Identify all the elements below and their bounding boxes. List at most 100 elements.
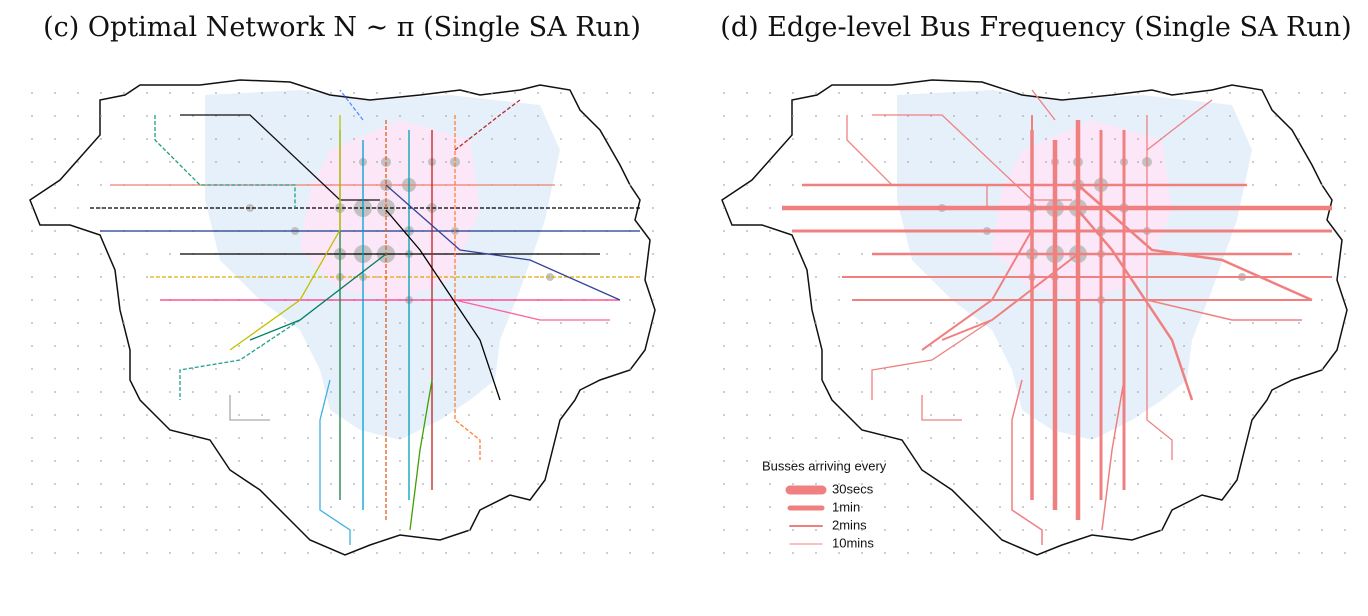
- grid-dot: [1137, 138, 1139, 140]
- grid-dot: [1160, 414, 1162, 416]
- grid-dot: [54, 115, 56, 117]
- grid-dot: [192, 437, 194, 439]
- grid-dot: [583, 184, 585, 186]
- grid-dot: [629, 460, 631, 462]
- grid-dot: [169, 322, 171, 324]
- grid-dot: [1022, 506, 1024, 508]
- grid-dot: [1344, 138, 1346, 140]
- grid-dot: [514, 460, 516, 462]
- grid-dot: [1091, 483, 1093, 485]
- grid-dot: [1344, 529, 1346, 531]
- grid-dot: [999, 506, 1001, 508]
- grid-dot: [838, 506, 840, 508]
- grid-dot: [376, 529, 378, 531]
- grid-dot: [1137, 368, 1139, 370]
- grid-dot: [284, 92, 286, 94]
- grid-dot: [583, 552, 585, 554]
- grid-dot: [1091, 460, 1093, 462]
- grid-dot: [861, 529, 863, 531]
- grid-dot: [930, 368, 932, 370]
- grid-dot: [861, 483, 863, 485]
- grid-dot: [353, 368, 355, 370]
- grid-dot: [723, 184, 725, 186]
- grid-dot: [468, 529, 470, 531]
- grid-dot: [422, 506, 424, 508]
- grid-dot: [907, 391, 909, 393]
- grid-dot: [537, 368, 539, 370]
- grid-dot: [284, 138, 286, 140]
- grid-dot: [1206, 437, 1208, 439]
- grid-dot: [1183, 460, 1185, 462]
- grid-dot: [123, 391, 125, 393]
- grid-dot: [468, 115, 470, 117]
- grid-dot: [907, 552, 909, 554]
- grid-dot: [169, 414, 171, 416]
- grid-dot: [54, 529, 56, 531]
- grid-dot: [792, 414, 794, 416]
- grid-dot: [169, 437, 171, 439]
- grid-dot: [1206, 529, 1208, 531]
- grid-dot: [31, 529, 33, 531]
- grid-dot: [238, 207, 240, 209]
- grid-dot: [54, 391, 56, 393]
- grid-dot: [468, 345, 470, 347]
- grid-dot: [560, 368, 562, 370]
- grid-dot: [215, 92, 217, 94]
- grid-dot: [491, 529, 493, 531]
- grid-dot: [1275, 414, 1277, 416]
- grid-dot: [31, 207, 33, 209]
- grid-dot: [560, 506, 562, 508]
- grid-dot: [838, 138, 840, 140]
- grid-dot: [1045, 529, 1047, 531]
- grid-dot: [1321, 368, 1323, 370]
- legend-title: Busses arriving every: [762, 458, 887, 473]
- grid-dot: [284, 115, 286, 117]
- grid-dot: [976, 506, 978, 508]
- grid-dot: [652, 368, 654, 370]
- grid-dot: [1160, 437, 1162, 439]
- grid-dot: [976, 138, 978, 140]
- grid-dot: [31, 322, 33, 324]
- grid-dot: [838, 115, 840, 117]
- grid-dot: [1275, 161, 1277, 163]
- grid-dot: [723, 276, 725, 278]
- grid-dot: [1160, 391, 1162, 393]
- grid-dot: [560, 322, 562, 324]
- grid-dot: [976, 391, 978, 393]
- grid-dot: [491, 322, 493, 324]
- grid-dot: [54, 253, 56, 255]
- grid-dot: [999, 368, 1001, 370]
- grid-dot: [606, 529, 608, 531]
- grid-dot: [31, 437, 33, 439]
- grid-dot: [1252, 414, 1254, 416]
- grid-dot: [261, 161, 263, 163]
- grid-dot: [1206, 414, 1208, 416]
- grid-dot: [376, 552, 378, 554]
- grid-dot: [792, 138, 794, 140]
- grid-dot: [652, 299, 654, 301]
- grid-dot: [261, 529, 263, 531]
- grid-dot: [861, 506, 863, 508]
- grid-dot: [445, 115, 447, 117]
- boundary: [29, 79, 656, 556]
- grid-dot: [769, 483, 771, 485]
- grid-dot: [1160, 92, 1162, 94]
- grid-dot: [1229, 322, 1231, 324]
- grid-dot: [514, 414, 516, 416]
- grid-dot: [723, 345, 725, 347]
- grid-dot: [1045, 460, 1047, 462]
- grid-dot: [169, 506, 171, 508]
- grid-dot: [838, 161, 840, 163]
- grid-dot: [1160, 506, 1162, 508]
- grid-dot: [307, 368, 309, 370]
- grid-dot: [769, 552, 771, 554]
- grid-dot: [629, 253, 631, 255]
- grid-dot: [100, 276, 102, 278]
- grid-dot: [861, 460, 863, 462]
- grid-dot: [422, 345, 424, 347]
- legend-label: 1min: [832, 499, 860, 514]
- grid-dot: [1229, 506, 1231, 508]
- grid-dot: [1206, 322, 1208, 324]
- grid-dot: [399, 115, 401, 117]
